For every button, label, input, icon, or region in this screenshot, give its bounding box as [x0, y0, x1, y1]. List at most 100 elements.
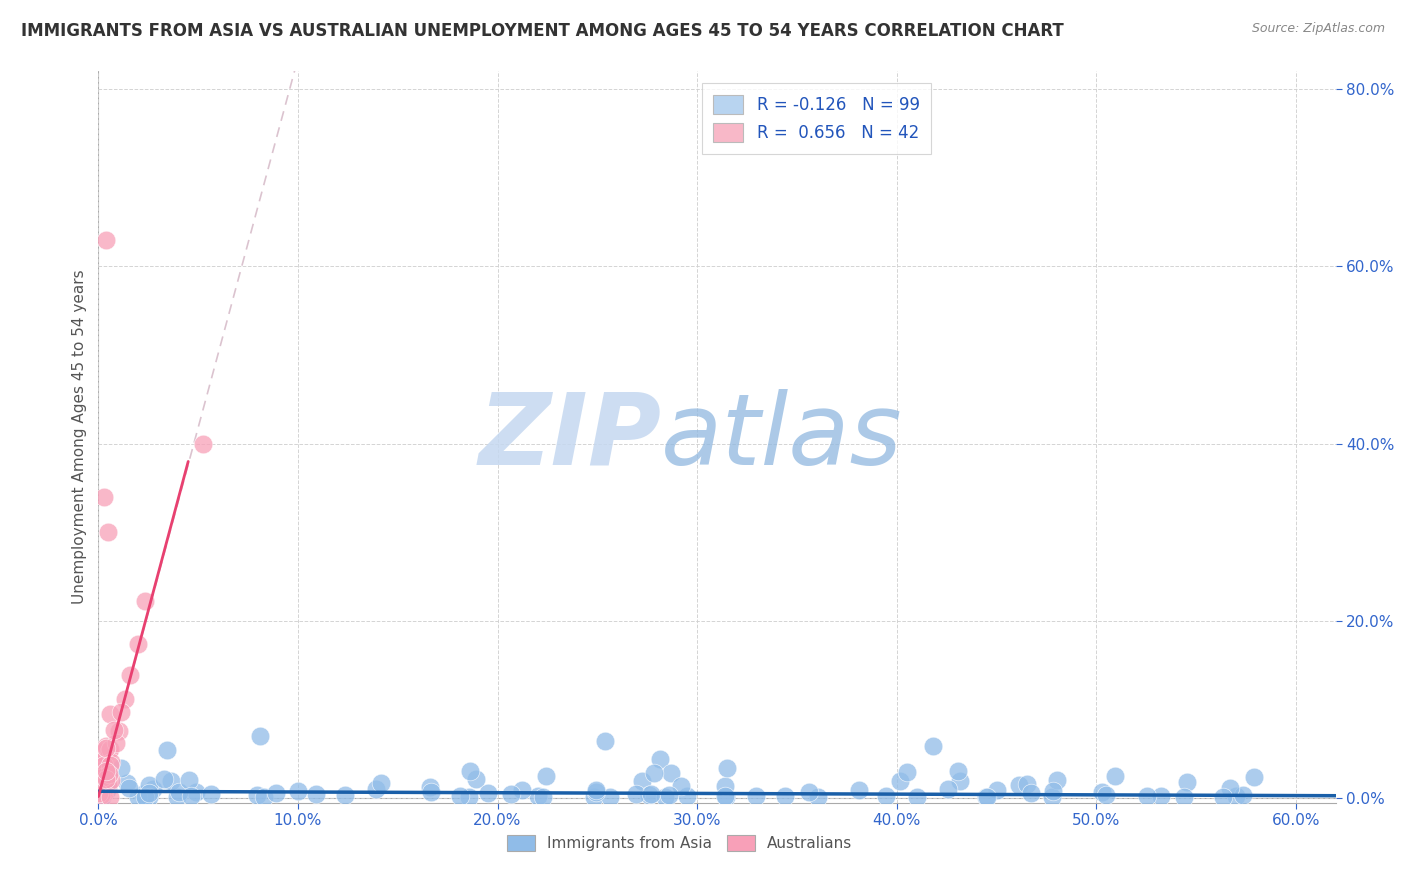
Point [976, 790, 998, 805]
Point [115, 776, 138, 790]
Point [654, 790, 676, 805]
Point [1046, 772, 1069, 787]
Point [91, 746, 114, 760]
Point [1015, 777, 1038, 791]
Point [94, 741, 117, 756]
Point [896, 764, 918, 779]
Point [477, 786, 499, 800]
Point [534, 769, 557, 783]
Point [98, 767, 121, 781]
Point [134, 789, 156, 804]
Point [643, 765, 665, 780]
Point [1225, 789, 1247, 803]
Point [96, 783, 118, 797]
Point [1243, 770, 1265, 784]
Point [585, 785, 607, 799]
Point [89, 784, 111, 798]
Point [94, 772, 117, 786]
Point [93, 786, 115, 800]
Point [98, 758, 121, 772]
Point [93, 758, 115, 772]
Point [153, 772, 176, 787]
Point [585, 783, 607, 797]
Point [91, 781, 114, 796]
Point [875, 789, 897, 804]
Point [630, 773, 652, 788]
Point [94, 764, 117, 778]
Point [89, 780, 111, 794]
Point [449, 789, 471, 804]
Point [138, 787, 160, 801]
Point [464, 772, 486, 786]
Point [1219, 781, 1241, 796]
Point [370, 775, 392, 789]
Point [127, 637, 149, 651]
Point [1042, 784, 1064, 798]
Point [103, 723, 125, 737]
Point [91, 747, 114, 761]
Point [526, 789, 548, 803]
Point [93, 785, 115, 799]
Point [458, 789, 481, 804]
Point [134, 594, 156, 608]
Point [714, 779, 737, 793]
Point [91, 789, 114, 804]
Point [90, 789, 112, 803]
Point [179, 772, 201, 787]
Point [266, 786, 288, 800]
Point [1150, 789, 1173, 803]
Point [531, 790, 554, 805]
Point [120, 667, 142, 681]
Point [745, 789, 768, 804]
Point [90, 745, 112, 759]
Text: Source: ZipAtlas.com: Source: ZipAtlas.com [1251, 22, 1385, 36]
Point [104, 736, 127, 750]
Point [848, 783, 870, 797]
Point [246, 788, 269, 802]
Point [773, 789, 796, 804]
Point [1212, 790, 1234, 805]
Point [91, 770, 114, 784]
Point [512, 783, 534, 797]
Point [191, 436, 214, 450]
Y-axis label: Unemployment Among Ages 45 to 54 years: Unemployment Among Ages 45 to 54 years [72, 269, 87, 605]
Point [97, 525, 120, 540]
Point [676, 789, 699, 804]
Point [986, 783, 1008, 797]
Point [107, 724, 129, 739]
Point [97, 780, 120, 794]
Point [458, 764, 481, 778]
Point [1095, 788, 1118, 802]
Point [114, 691, 136, 706]
Point [714, 789, 737, 803]
Point [138, 790, 160, 805]
Point [669, 780, 692, 794]
Point [160, 773, 183, 788]
Point [716, 761, 738, 775]
Point [1136, 789, 1159, 803]
Point [889, 774, 911, 789]
Point [96, 772, 118, 787]
Point [97, 778, 120, 792]
Text: atlas: atlas [661, 389, 903, 485]
Point [249, 729, 271, 743]
Point [807, 789, 830, 804]
Point [305, 787, 328, 801]
Point [117, 781, 139, 796]
Point [142, 781, 165, 796]
Point [648, 752, 671, 766]
Point [1175, 775, 1198, 789]
Point [624, 787, 647, 801]
Point [1008, 778, 1031, 792]
Point [110, 705, 132, 719]
Point [93, 490, 115, 504]
Point [94, 739, 117, 753]
Point [127, 790, 149, 805]
Point [1173, 790, 1195, 805]
Point [583, 790, 606, 805]
Point [420, 785, 443, 799]
Point [200, 787, 222, 801]
Point [184, 785, 207, 799]
Point [599, 790, 621, 805]
Point [1091, 785, 1114, 799]
